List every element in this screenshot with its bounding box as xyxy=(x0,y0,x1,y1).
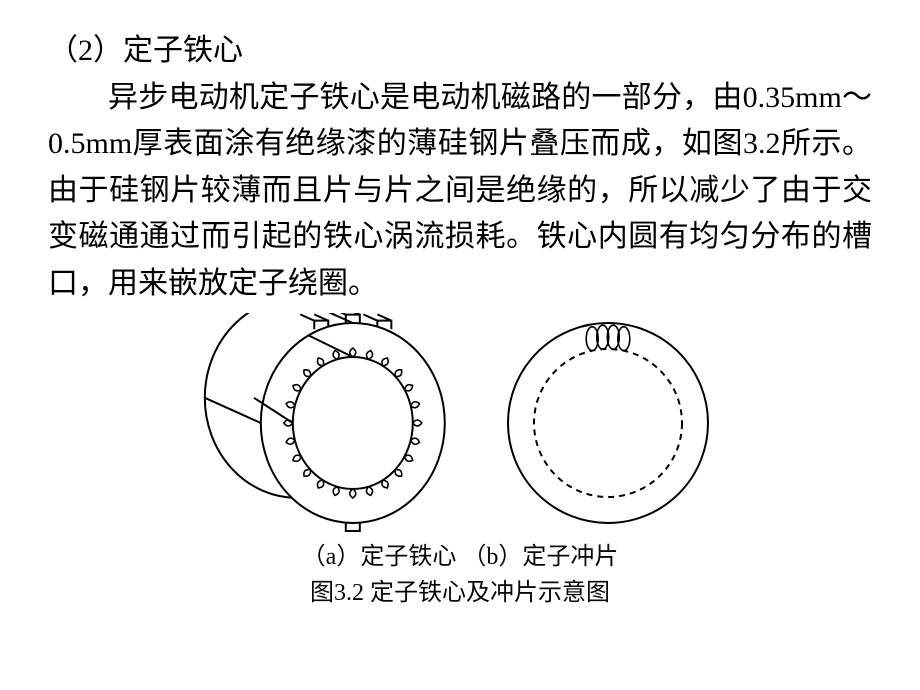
section-heading: （2）定子铁心 xyxy=(48,28,872,75)
slide: （2）定子铁心 异步电动机定子铁心是电动机磁路的一部分，由0.35mm～0.5m… xyxy=(0,0,920,690)
figure-svg xyxy=(202,313,718,533)
caption-fig: 图3.2 定子铁心及冲片示意图 xyxy=(48,575,872,611)
figure-3-2 xyxy=(48,313,872,533)
body-paragraph: 异步电动机定子铁心是电动机磁路的一部分，由0.35mm～0.5mm厚表面涂有绝缘… xyxy=(48,75,872,308)
figure-caption: （a）定子铁心 （b）定子冲片 图3.2 定子铁心及冲片示意图 xyxy=(48,539,872,611)
caption-ab: （a）定子铁心 （b）定子冲片 xyxy=(48,539,872,575)
